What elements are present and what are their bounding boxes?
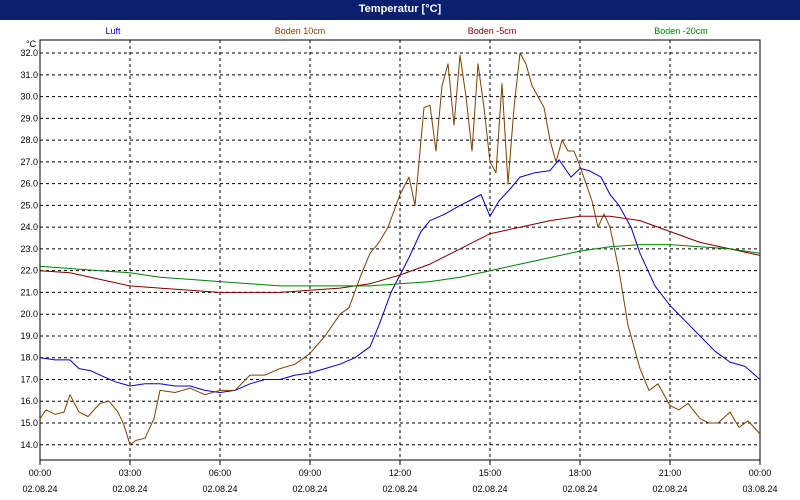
y-tick-label: 25.0 <box>20 200 38 210</box>
y-tick-label: 22.0 <box>20 266 38 276</box>
legend-entry-3: Boden -5cm <box>468 26 517 36</box>
y-axis-unit: °C <box>26 39 37 49</box>
x-tick-time: 12:00 <box>389 468 412 478</box>
legend-entry-1: Luft <box>105 26 121 36</box>
x-tick-date: 02.08.24 <box>562 484 597 494</box>
y-tick-label: 26.0 <box>20 179 38 189</box>
x-tick-time: 03:00 <box>119 468 142 478</box>
y-tick-label: 20.0 <box>20 309 38 319</box>
x-tick-date: 02.08.24 <box>112 484 147 494</box>
y-tick-label: 31.0 <box>20 70 38 80</box>
x-tick-time: 06:00 <box>209 468 232 478</box>
series-lines <box>39 52 761 446</box>
y-tick-label: 27.0 <box>20 157 38 167</box>
x-axis: 00:00 02.08.24 03:00 02.08.24 06:00 02.08.24 0… <box>22 460 778 494</box>
temperature-chart: Luft Boden 10cm Boden -5cm Boden -20cm 14.0… <box>20 26 778 494</box>
y-tick-label: 14.0 <box>20 440 38 450</box>
x-tick-date: 02.08.24 <box>202 484 237 494</box>
y-tick-label: 21.0 <box>20 287 38 297</box>
x-tick-date: 02.08.24 <box>472 484 507 494</box>
y-tick-label: 23.0 <box>20 244 38 254</box>
legend-entry-4: Boden -20cm <box>654 26 708 36</box>
x-tick-time: 15:00 <box>479 468 502 478</box>
y-tick-label: 24.0 <box>20 222 38 232</box>
grid <box>40 40 760 460</box>
x-tick-date: 03.08.24 <box>742 484 777 494</box>
x-tick-time: 09:00 <box>299 468 322 478</box>
x-tick-time: 18:00 <box>569 468 592 478</box>
series-line-1 <box>39 159 761 393</box>
y-tick-label: 28.0 <box>20 135 38 145</box>
chart-title: Temperatur [°C] <box>0 0 800 20</box>
y-axis: 14.0 15.0 16.0 17.0 18.0 19.0 20.0 21.0 22.0 23.0… <box>20 39 38 450</box>
y-tick-label: 15.0 <box>20 418 38 428</box>
x-tick-date: 02.08.24 <box>292 484 327 494</box>
legend: Luft Boden 10cm Boden -5cm Boden -20cm <box>105 26 707 36</box>
x-tick-time: 00:00 <box>29 468 52 478</box>
series-line-3 <box>39 215 761 293</box>
legend-entry-2: Boden 10cm <box>275 26 326 36</box>
y-tick-label: 29.0 <box>20 113 38 123</box>
x-tick-date: 02.08.24 <box>382 484 417 494</box>
series-line-2 <box>39 52 761 446</box>
y-tick-label: 30.0 <box>20 92 38 102</box>
y-tick-label: 17.0 <box>20 374 38 384</box>
y-tick-label: 19.0 <box>20 331 38 341</box>
x-tick-time: 00:00 <box>749 468 772 478</box>
x-tick-date: 02.08.24 <box>652 484 687 494</box>
y-tick-label: 16.0 <box>20 396 38 406</box>
y-tick-label: 32.0 <box>20 48 38 58</box>
x-tick-date: 02.08.24 <box>22 484 57 494</box>
series-line-4 <box>39 244 761 287</box>
y-tick-label: 18.0 <box>20 353 38 363</box>
x-tick-time: 21:00 <box>659 468 682 478</box>
